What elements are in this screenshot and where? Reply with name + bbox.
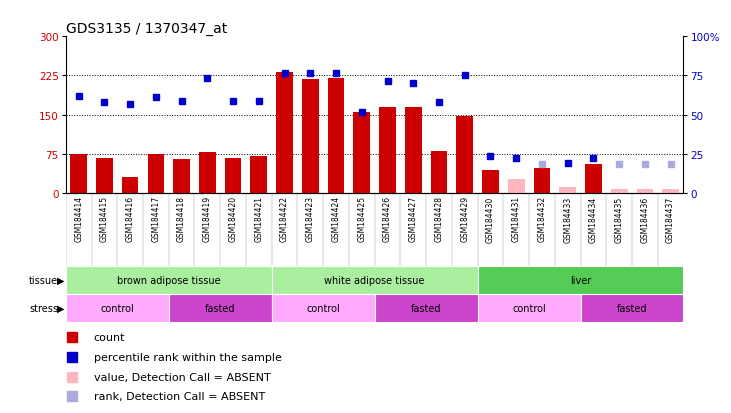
Text: GSM184419: GSM184419 (202, 196, 212, 242)
Text: GSM184414: GSM184414 (74, 196, 83, 242)
Bar (611, 190, 627, 194)
Bar (224, 158, 241, 194)
Bar (379, 108, 396, 194)
Bar (272, 266, 477, 294)
Bar (431, 152, 447, 194)
Bar (148, 154, 164, 194)
Bar (96, 158, 113, 194)
Text: GSM184437: GSM184437 (666, 196, 675, 242)
Text: GSM184422: GSM184422 (280, 196, 289, 242)
Text: count: count (94, 332, 125, 342)
Text: stress: stress (29, 303, 58, 313)
Text: percentile rank within the sample: percentile rank within the sample (94, 352, 281, 362)
Bar (272, 294, 374, 322)
Text: GSM184426: GSM184426 (383, 196, 392, 242)
Text: GSM184435: GSM184435 (615, 196, 624, 242)
Text: liver: liver (570, 275, 591, 285)
Bar (662, 190, 679, 194)
Bar (327, 79, 344, 194)
Text: GSM184421: GSM184421 (254, 196, 263, 242)
Bar (456, 116, 473, 194)
Bar (477, 266, 683, 294)
Text: GSM184417: GSM184417 (151, 196, 160, 242)
Bar (251, 156, 268, 194)
Text: GSM184436: GSM184436 (640, 196, 649, 242)
Text: GSM184432: GSM184432 (537, 196, 547, 242)
Text: control: control (306, 303, 340, 313)
Bar (585, 165, 602, 194)
Bar (66, 294, 169, 322)
Bar (580, 294, 683, 322)
Bar (169, 294, 272, 322)
Bar (66, 266, 272, 294)
Text: GSM184425: GSM184425 (357, 196, 366, 242)
Text: GSM184431: GSM184431 (512, 196, 520, 242)
Bar (534, 169, 550, 194)
Text: GSM184424: GSM184424 (332, 196, 341, 242)
Bar (173, 160, 190, 194)
Text: GSM184423: GSM184423 (306, 196, 315, 242)
Text: rank, Detection Call = ABSENT: rank, Detection Call = ABSENT (94, 392, 265, 401)
Text: GSM184429: GSM184429 (461, 196, 469, 242)
Text: tissue: tissue (29, 275, 58, 285)
Bar (559, 188, 576, 194)
Text: brown adipose tissue: brown adipose tissue (117, 275, 221, 285)
Text: GSM184430: GSM184430 (486, 196, 495, 242)
Text: fasted: fasted (617, 303, 647, 313)
Bar (302, 80, 319, 194)
Text: GSM184427: GSM184427 (409, 196, 417, 242)
Text: GSM184416: GSM184416 (126, 196, 135, 242)
Text: control: control (512, 303, 546, 313)
Bar (70, 154, 87, 194)
Text: control: control (100, 303, 135, 313)
Bar (199, 153, 216, 194)
Text: white adipose tissue: white adipose tissue (325, 275, 425, 285)
Bar (482, 170, 499, 194)
Text: fasted: fasted (411, 303, 442, 313)
Bar (508, 179, 525, 194)
Bar (405, 108, 422, 194)
Text: GSM184418: GSM184418 (177, 196, 186, 242)
Bar (276, 73, 293, 194)
Text: value, Detection Call = ABSENT: value, Detection Call = ABSENT (94, 372, 270, 382)
Text: GDS3135 / 1370347_at: GDS3135 / 1370347_at (66, 22, 227, 36)
Text: GSM184415: GSM184415 (100, 196, 109, 242)
Bar (374, 294, 477, 322)
Bar (122, 178, 138, 194)
Text: GSM184428: GSM184428 (434, 196, 444, 242)
Bar (637, 190, 654, 194)
Bar (477, 294, 580, 322)
Text: GSM184433: GSM184433 (563, 196, 572, 242)
Text: GSM184434: GSM184434 (589, 196, 598, 242)
Text: ▶: ▶ (57, 303, 64, 313)
Text: ▶: ▶ (57, 275, 64, 285)
Bar (353, 113, 370, 194)
Text: fasted: fasted (205, 303, 235, 313)
Text: GSM184420: GSM184420 (229, 196, 238, 242)
